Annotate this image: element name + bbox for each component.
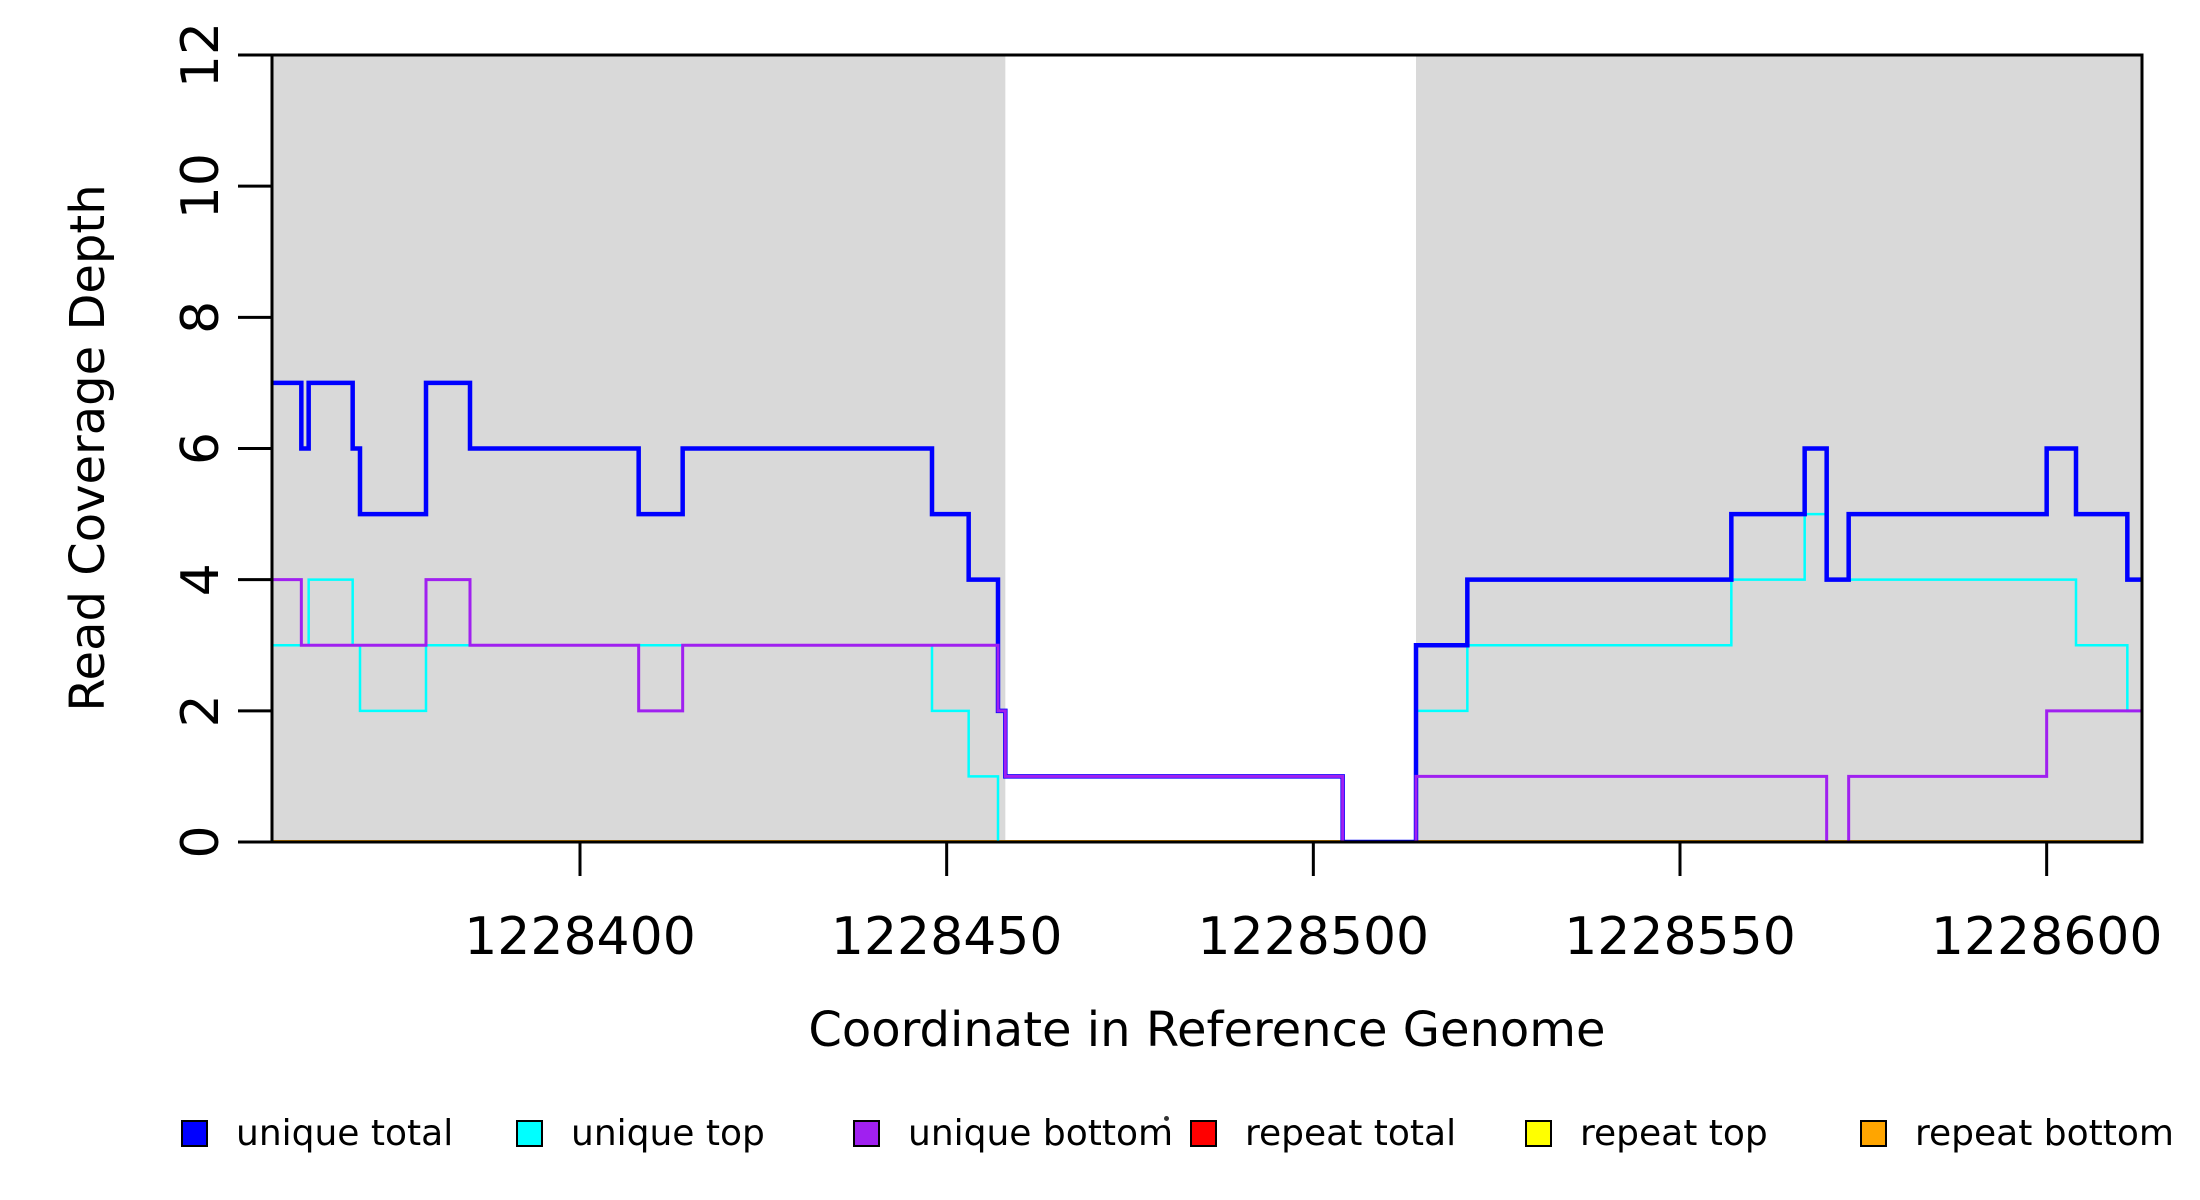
- unique-bottom-swatch-icon: [853, 1119, 880, 1147]
- y-tick-label: 0: [171, 825, 231, 858]
- unique-top-swatch-icon: [516, 1119, 543, 1147]
- x-tick-label: 1228600: [1931, 907, 2163, 967]
- legend-label: unique total: [236, 1112, 454, 1154]
- unique-total-swatch-icon: [181, 1119, 208, 1147]
- legend: unique total unique top unique bottom re…: [0, 1105, 2200, 1165]
- x-tick-label: 1228500: [1198, 907, 1430, 967]
- legend-item-repeat-top: repeat top: [1525, 1105, 1768, 1161]
- legend-item-repeat-bottom: repeat bottom: [1860, 1105, 2174, 1161]
- y-tick-label: 8: [171, 301, 231, 334]
- y-axis-title: Read Coverage Depth: [60, 184, 116, 712]
- series-line-unique-bottom: [272, 578, 2142, 842]
- plot-svg: 1228400 1228450 1228500 1228550 1228600 0 2 4 6 8…: [171, 22, 2163, 967]
- series-group: [272, 380, 2142, 842]
- y-tick-label: 4: [171, 563, 231, 596]
- y-tick-label: 12: [171, 22, 231, 88]
- repeat-total-swatch-icon: [1190, 1119, 1217, 1147]
- legend-item-unique-bottom: unique bottom: [853, 1105, 1173, 1161]
- repeat-bottom-swatch-icon: [1860, 1119, 1887, 1147]
- legend-label: repeat total: [1245, 1112, 1457, 1154]
- legend-item-unique-top: unique top: [516, 1105, 765, 1161]
- legend-item-repeat-total: repeat total: [1190, 1105, 1456, 1161]
- y-tick-label: 6: [171, 432, 231, 465]
- legend-item-unique-total: unique total: [181, 1105, 453, 1161]
- y-tick-label: 2: [171, 694, 231, 727]
- legend-label: repeat top: [1580, 1112, 1768, 1154]
- x-tick-label: 1228550: [1564, 907, 1796, 967]
- x-tick-label: 1228450: [831, 907, 1063, 967]
- x-tick-label: 1228400: [464, 907, 696, 967]
- legend-label: repeat bottom: [1915, 1112, 2174, 1154]
- repeat-top-swatch-icon: [1525, 1119, 1552, 1147]
- y-tick-label: 10: [171, 153, 231, 219]
- legend-label: unique top: [571, 1112, 765, 1154]
- shaded-region: [1416, 55, 2142, 842]
- x-axis-title: Coordinate in Reference Genome: [808, 1002, 1606, 1058]
- legend-label: unique bottom: [908, 1112, 1174, 1154]
- stray-dot: [1164, 1116, 1169, 1121]
